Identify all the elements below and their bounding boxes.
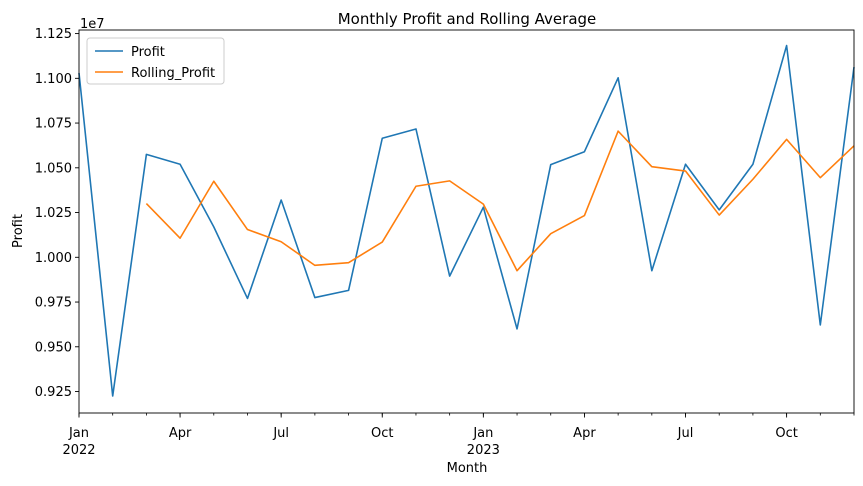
x-tick-label: Oct xyxy=(371,426,393,441)
x-axis-label: Month xyxy=(447,461,488,476)
x-tick-label: Oct xyxy=(775,426,797,441)
plot-frame xyxy=(78,29,855,414)
x-tick-year-label: 2022 xyxy=(62,443,95,458)
y-tick-label: 0.925 xyxy=(35,385,72,400)
plot-area xyxy=(78,29,855,414)
y-tick-label: 0.975 xyxy=(35,296,72,311)
x-tick-label: Apr xyxy=(573,426,596,441)
y-axis: 0.925 0.950 0.975 1.000 1.025 1.050 1.075 1.100… xyxy=(35,27,79,400)
x-tick-label: Jul xyxy=(677,426,694,441)
y-tick-label: 1.000 xyxy=(35,251,72,266)
x-tick-label: Jul xyxy=(272,426,289,441)
y-offset-text: 1e7 xyxy=(80,17,105,32)
legend: Profit Rolling_Profit xyxy=(86,37,225,85)
x-tick-label: Apr xyxy=(169,426,192,441)
x-axis: Jan 2022 Apr Jul Oct Jan 2023 Apr Jul Oct xyxy=(62,413,855,458)
legend-entry: Profit xyxy=(131,45,165,60)
y-tick-label: 1.125 xyxy=(35,27,72,42)
series-line-profit xyxy=(78,44,855,397)
series-line-rolling-profit xyxy=(145,130,855,272)
y-axis-label: Profit xyxy=(11,214,26,248)
chart-title: Monthly Profit and Rolling Average xyxy=(338,10,597,28)
x-tick-label: Jan xyxy=(68,426,89,441)
x-tick-year-label: 2023 xyxy=(467,443,500,458)
y-tick-label: 0.950 xyxy=(35,340,72,355)
legend-entry: Rolling_Profit xyxy=(131,66,215,81)
y-tick-label: 1.050 xyxy=(35,161,72,176)
y-tick-label: 1.075 xyxy=(35,117,72,132)
y-tick-label: 1.025 xyxy=(35,206,72,221)
x-tick-label: Jan xyxy=(472,426,493,441)
y-tick-label: 1.100 xyxy=(35,72,72,87)
